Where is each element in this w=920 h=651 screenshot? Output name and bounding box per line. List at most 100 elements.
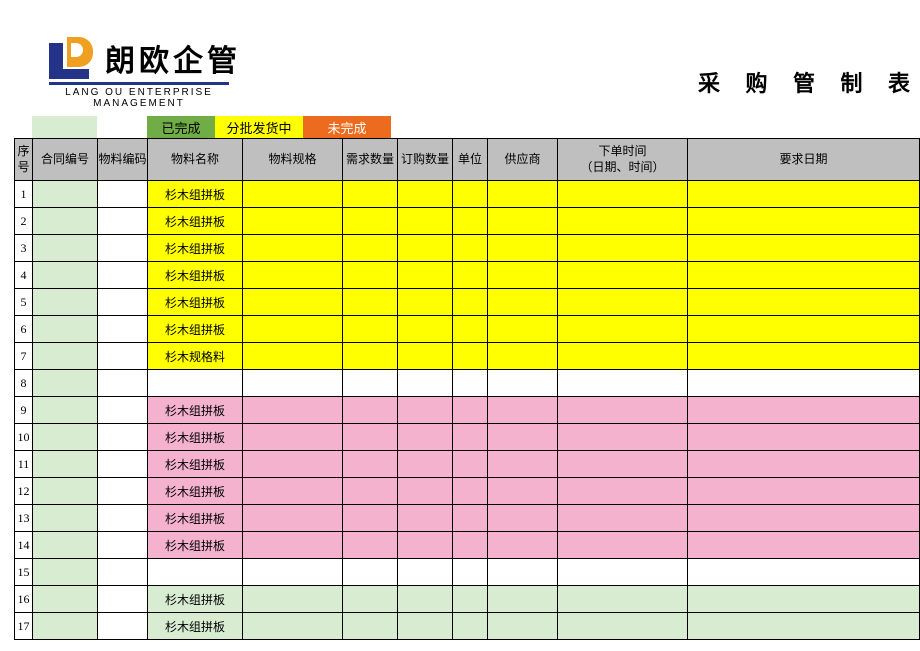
cell-contract xyxy=(33,208,98,235)
table-row: 12杉木组拼板 xyxy=(15,478,920,505)
cell-ordered xyxy=(398,181,453,208)
cell-idx: 4 xyxy=(15,262,33,289)
table-row: 5杉木组拼板 xyxy=(15,289,920,316)
cell-idx: 12 xyxy=(15,478,33,505)
cell-spec xyxy=(243,478,343,505)
cell-spec xyxy=(243,424,343,451)
cell-reqdate xyxy=(688,505,920,532)
cell-reqdate xyxy=(688,478,920,505)
cell-idx: 16 xyxy=(15,586,33,613)
cell-ordered xyxy=(398,505,453,532)
cell-spec xyxy=(243,235,343,262)
table-row: 2杉木组拼板 xyxy=(15,208,920,235)
cell-idx: 2 xyxy=(15,208,33,235)
cell-matname: 杉木组拼板 xyxy=(148,262,243,289)
cell-unit xyxy=(453,316,488,343)
cell-need xyxy=(343,235,398,262)
cell-matname: 杉木组拼板 xyxy=(148,586,243,613)
cell-reqdate xyxy=(688,397,920,424)
cell-idx: 14 xyxy=(15,532,33,559)
cell-ordered xyxy=(398,343,453,370)
cell-matcode xyxy=(98,343,148,370)
cell-reqdate xyxy=(688,181,920,208)
cell-matcode xyxy=(98,316,148,343)
cell-contract xyxy=(33,559,98,586)
table-row: 3杉木组拼板 xyxy=(15,235,920,262)
cell-supplier xyxy=(488,505,558,532)
cell-unit xyxy=(453,613,488,640)
cell-unit xyxy=(453,289,488,316)
cell-contract xyxy=(33,289,98,316)
cell-contract xyxy=(33,343,98,370)
cell-spec xyxy=(243,559,343,586)
cell-unit xyxy=(453,181,488,208)
table-row: 14 杉木组拼板 xyxy=(15,532,920,559)
cell-need xyxy=(343,424,398,451)
cell-unit xyxy=(453,343,488,370)
cell-matname: 杉木组拼板 xyxy=(148,532,243,559)
cell-contract xyxy=(33,181,98,208)
cell-need xyxy=(343,613,398,640)
legend-cell: 分批发货中 xyxy=(215,116,303,138)
cell-spec xyxy=(243,532,343,559)
cell-supplier xyxy=(488,235,558,262)
cell-reqdate xyxy=(688,208,920,235)
cell-matname: 杉木组拼板 xyxy=(148,289,243,316)
cell-reqdate xyxy=(688,235,920,262)
cell-idx: 7 xyxy=(15,343,33,370)
cell-supplier xyxy=(488,289,558,316)
cell-contract xyxy=(33,235,98,262)
cell-ordered xyxy=(398,208,453,235)
cell-ordertime xyxy=(558,505,688,532)
cell-matcode xyxy=(98,289,148,316)
cell-need xyxy=(343,478,398,505)
cell-unit xyxy=(453,424,488,451)
cell-supplier xyxy=(488,316,558,343)
column-header: 合同编号 xyxy=(33,139,98,181)
cell-idx: 6 xyxy=(15,316,33,343)
cell-reqdate xyxy=(688,451,920,478)
cell-ordertime xyxy=(558,424,688,451)
cell-need xyxy=(343,181,398,208)
cell-ordertime xyxy=(558,532,688,559)
cell-ordertime xyxy=(558,559,688,586)
cell-matcode xyxy=(98,451,148,478)
cell-idx: 1 xyxy=(15,181,33,208)
cell-matname xyxy=(148,559,243,586)
cell-contract xyxy=(33,451,98,478)
cell-matname: 杉木组拼板 xyxy=(148,181,243,208)
table-row: 15 xyxy=(15,559,920,586)
cell-supplier xyxy=(488,532,558,559)
cell-unit xyxy=(453,505,488,532)
cell-ordertime xyxy=(558,235,688,262)
cell-unit xyxy=(453,370,488,397)
cell-ordered xyxy=(398,235,453,262)
table-row: 13杉木组拼板 xyxy=(15,505,920,532)
cell-spec xyxy=(243,586,343,613)
column-header: 需求数量 xyxy=(343,139,398,181)
cell-ordered xyxy=(398,397,453,424)
table-row: 6杉木组拼板 xyxy=(15,316,920,343)
cell-matname xyxy=(148,370,243,397)
cell-idx: 8 xyxy=(15,370,33,397)
cell-contract xyxy=(33,505,98,532)
cell-unit xyxy=(453,559,488,586)
cell-idx: 9 xyxy=(15,397,33,424)
cell-ordertime xyxy=(558,478,688,505)
legend-cell xyxy=(32,116,97,138)
cell-reqdate xyxy=(688,532,920,559)
cell-matcode xyxy=(98,505,148,532)
cell-contract xyxy=(33,532,98,559)
cell-idx: 10 xyxy=(15,424,33,451)
cell-supplier xyxy=(488,370,558,397)
cell-need xyxy=(343,262,398,289)
cell-matcode xyxy=(98,532,148,559)
column-header: 供应商 xyxy=(488,139,558,181)
logo-text-en: LANG OU ENTERPRISE MANAGEMENT xyxy=(49,87,229,109)
cell-need xyxy=(343,343,398,370)
cell-ordertime xyxy=(558,262,688,289)
cell-spec xyxy=(243,289,343,316)
cell-reqdate xyxy=(688,262,920,289)
table-row: 9杉木组拼板 xyxy=(15,397,920,424)
cell-ordered xyxy=(398,370,453,397)
